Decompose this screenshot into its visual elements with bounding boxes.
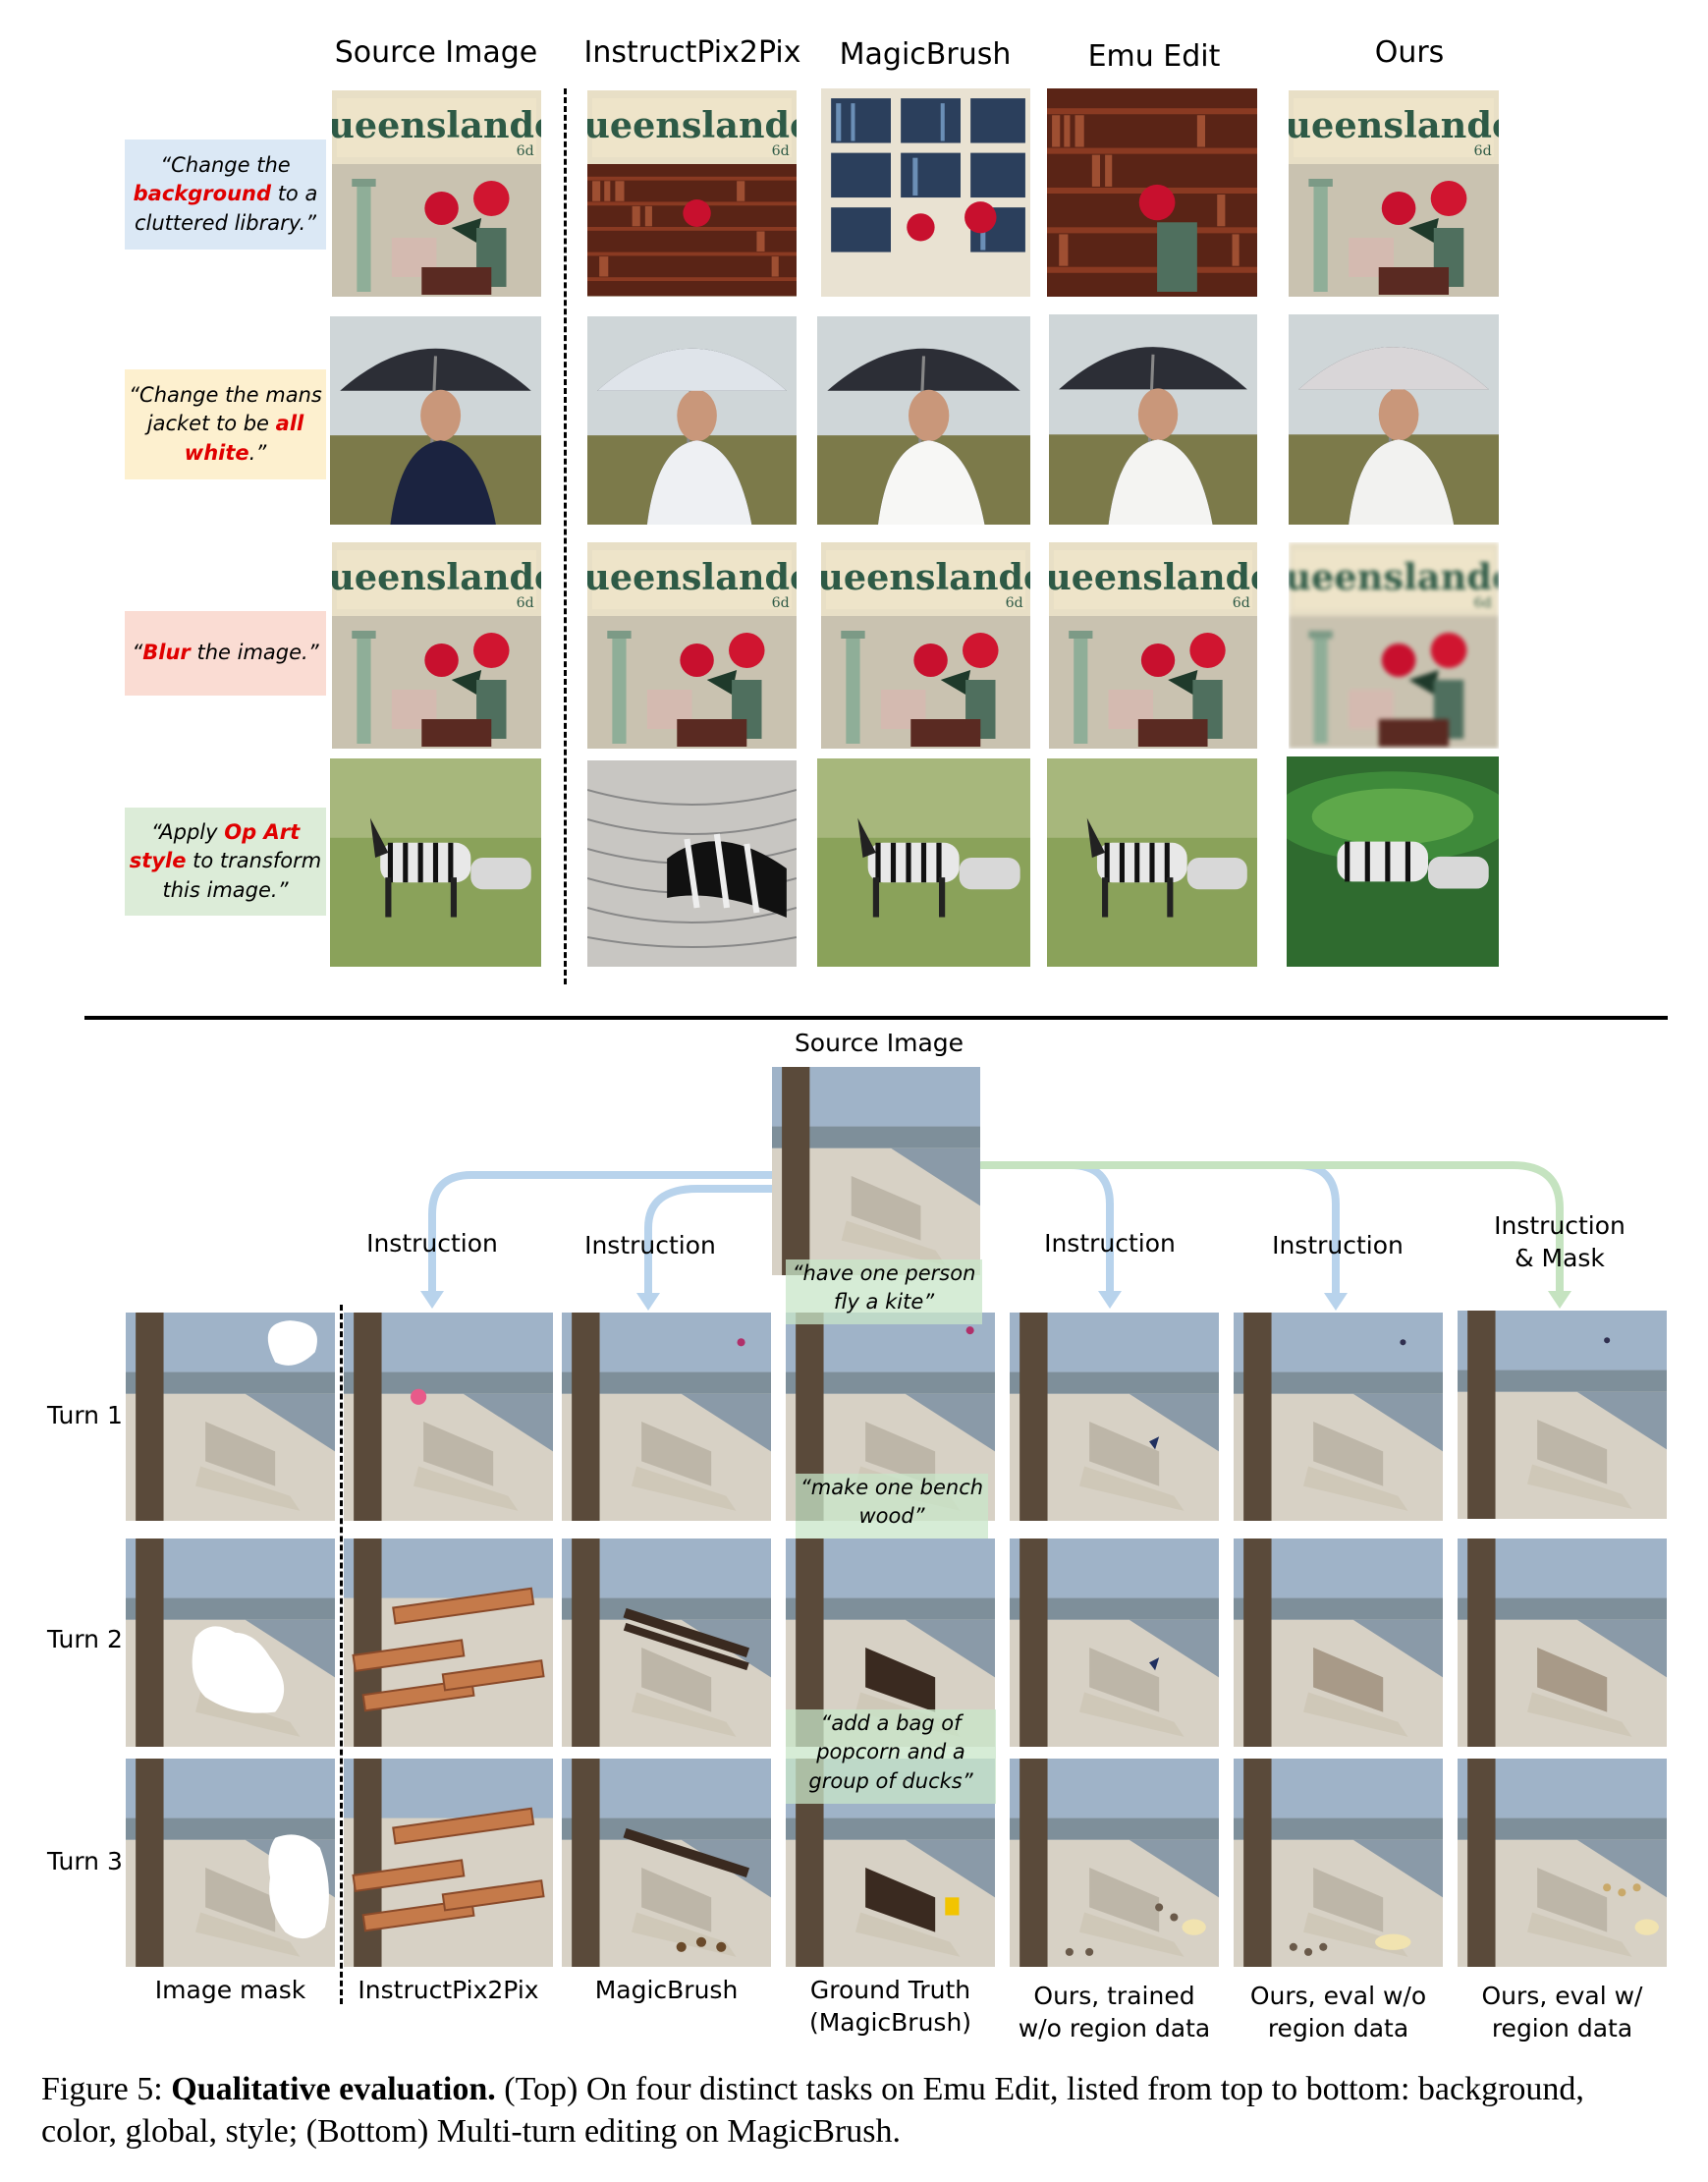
- prompt-turn-1: “have one person fly a kite”: [786, 1259, 982, 1324]
- turn-label-2: Turn 2: [47, 1625, 123, 1653]
- ours-eval-w-t3: [1458, 1759, 1667, 1967]
- ours-trained-wo-t3: [1010, 1759, 1219, 1967]
- mask-t1: [126, 1313, 335, 1521]
- instruction-label-2: Instruction: [584, 1231, 716, 1259]
- instruction-mask-label: Instruction & Mask: [1494, 1211, 1625, 1272]
- vertical-divider: [564, 88, 567, 984]
- instruction-box-style: “Apply Op Art style to transform this im…: [125, 808, 326, 916]
- caption-prefix: Figure 5:: [41, 2071, 163, 2107]
- instruction-box-global: “Blur the image.”: [125, 611, 326, 696]
- instruction-label-3: Instruction: [1044, 1229, 1176, 1258]
- prompt-turn-2: “make one bench wood”: [796, 1474, 988, 1539]
- col-label-instructpix2pix: InstructPix2Pix: [358, 1976, 539, 2004]
- ours-eval-w-t1: [1458, 1311, 1667, 1519]
- ours-trained-wo-t2: [1010, 1539, 1219, 1747]
- instruction-label-1: Instruction: [366, 1229, 498, 1258]
- ours-eval-w-t2: [1458, 1539, 1667, 1747]
- instruction-label-4: Instruction: [1272, 1231, 1404, 1259]
- turn-label-3: Turn 3: [47, 1847, 123, 1875]
- image-r1-magicbrush: [821, 88, 1030, 297]
- col-label-ours-eval-w: Ours, eval w/ region data: [1481, 1982, 1643, 2042]
- figure-caption: Figure 5: Qualitative evaluation. (Top) …: [41, 2069, 1668, 2153]
- bottom-vertical-divider: [340, 1305, 343, 2004]
- ours-eval-wo-t1: [1234, 1313, 1443, 1521]
- image-r2-instructpix2pix: [587, 316, 797, 525]
- mask-t3: [126, 1759, 335, 1967]
- prompt-turn-3: “add a bag of popcorn and a group of duc…: [786, 1709, 996, 1804]
- magicbrush-t1: [562, 1313, 771, 1521]
- section-divider: [84, 1016, 1668, 1020]
- col-label-ours-trained-wo: Ours, trained w/o region data: [1018, 1982, 1211, 2042]
- ip2p-t1: [344, 1313, 553, 1521]
- caption-bold: Qualitative evaluation.: [171, 2071, 496, 2107]
- col-label-ours-eval-wo: Ours, eval w/o region data: [1249, 1982, 1427, 2042]
- ip2p-t2: [344, 1539, 553, 1747]
- gt-t2: [786, 1539, 995, 1747]
- gt-t1: [786, 1313, 995, 1521]
- image-r1-emu-edit: [1047, 88, 1257, 297]
- instruction-arrows: [420, 1161, 1571, 1311]
- ours-eval-wo-t2: [1234, 1539, 1443, 1747]
- column-header-emu-edit: Emu Edit: [1087, 39, 1221, 74]
- ours-trained-wo-t1: [1010, 1313, 1219, 1521]
- ip2p-t3: [344, 1759, 553, 1967]
- image-r2-ours: [1289, 314, 1499, 525]
- column-header-magicbrush: MagicBrush: [839, 37, 1012, 72]
- turn-label-1: Turn 1: [47, 1401, 123, 1429]
- image-r2-emu-edit: [1049, 314, 1257, 525]
- bottom-source-label: Source Image: [794, 1029, 964, 1057]
- column-header-ours: Ours: [1374, 35, 1445, 70]
- magicbrush-t3: [562, 1759, 771, 1967]
- column-header-source: Source Image: [334, 35, 538, 70]
- image-r1-instructpix2pix: [587, 90, 797, 297]
- instruction-box-color: “Change the mans jacket to be all white.…: [125, 369, 326, 479]
- col-label-magicbrush: MagicBrush: [594, 1976, 739, 2004]
- gt-t3: [786, 1759, 995, 1967]
- instruction-box-background: “Change the background to a cluttered li…: [125, 140, 326, 250]
- image-r2-magicbrush: [817, 316, 1030, 525]
- caption-text: (Top) On four distinct tasks on Emu Edit…: [41, 2071, 1584, 2150]
- column-header-instructpix2pix: InstructPix2Pix: [583, 35, 801, 70]
- mask-t2: [126, 1539, 335, 1747]
- magicbrush-t2: [562, 1539, 771, 1747]
- ours-eval-wo-t3: [1234, 1759, 1443, 1967]
- col-label-image-mask: Image mask: [154, 1976, 306, 2004]
- col-label-ground-truth: Ground Truth (MagicBrush): [808, 1976, 972, 2037]
- bottom-source-image: [772, 1067, 980, 1275]
